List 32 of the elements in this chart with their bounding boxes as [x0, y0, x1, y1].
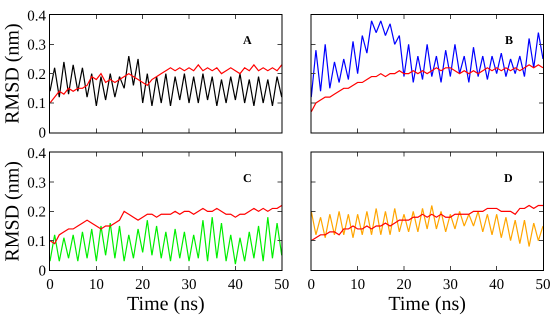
line-series	[50, 64, 282, 104]
x-tick-label: 30	[442, 277, 458, 293]
x-tick-label: 40	[228, 277, 243, 293]
y-tick-label: 0.3	[27, 38, 46, 54]
y-tick-label: 0	[38, 263, 46, 280]
y-axis-title: RMSD (nm)	[2, 161, 24, 262]
x-tick-label: 20	[135, 277, 150, 293]
line-series	[50, 216, 282, 265]
x-tick-label: 50	[536, 277, 550, 293]
x-axis-title: Time (ns)	[127, 293, 205, 315]
annotation: C	[243, 171, 252, 185]
x-tick-label: 40	[489, 277, 504, 293]
y-tick-label: 0.4	[27, 146, 46, 162]
x-tick-label: 20	[396, 277, 412, 293]
y-tick-label: 0	[38, 126, 46, 142]
x-axis-title: Time (ns)	[388, 293, 466, 315]
annotation: B	[505, 33, 514, 47]
y-tick-label: 0.1	[27, 234, 46, 250]
y-tick-label: 0.1	[27, 96, 46, 112]
x-tick-label: 50	[274, 277, 290, 293]
annotation: D	[504, 171, 513, 185]
annotation: A	[243, 33, 252, 47]
y-tick-label: 0.4	[27, 8, 46, 24]
y-tick-label: 0.2	[27, 204, 46, 221]
x-tick-label: 0	[308, 277, 316, 293]
x-tick-label: 30	[182, 277, 197, 293]
y-axis-title: RMSD (nm)	[2, 23, 24, 124]
line-series	[50, 204, 282, 244]
x-tick-label: 10	[88, 277, 104, 293]
y-tick-label: 0.3	[27, 175, 46, 192]
y-tick-label: 0.2	[27, 66, 46, 83]
x-tick-label: 10	[350, 277, 366, 293]
